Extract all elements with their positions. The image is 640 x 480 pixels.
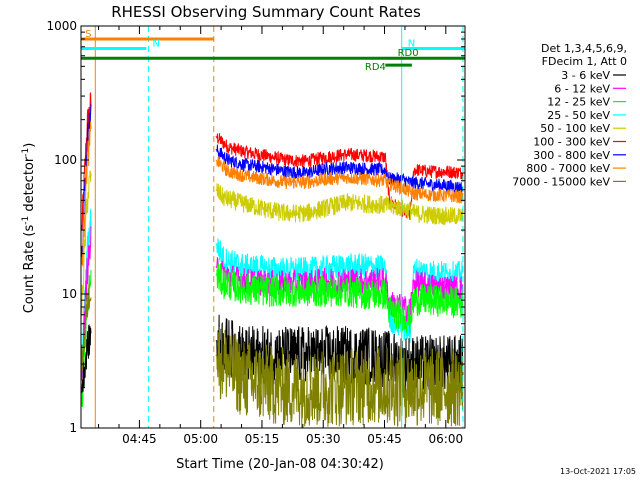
legend-entry-3-6-kev: 3 - 6 keV — [561, 69, 610, 82]
legend-entry-300-800-kev: 300 - 800 keV — [533, 149, 610, 162]
legend-entry-100-300-kev: 100 - 300 keV — [533, 136, 610, 149]
flag-label-s: S — [85, 29, 91, 40]
legend-entry-50-100-kev: 50 - 100 keV — [540, 122, 610, 135]
flag-label-rd4: RD4 — [365, 62, 386, 73]
legend: Det 1,3,4,5,6,9,FDecim 1, Att 03 - 6 keV… — [512, 42, 627, 188]
x-tick-label: 06:00 — [429, 432, 464, 446]
x-axis-label: Start Time (20-Jan-08 04:30:42) — [176, 457, 384, 472]
flag-label-n: N — [408, 38, 415, 49]
series-line-3-6-kev-early — [81, 323, 92, 393]
footer-timestamp: 13-Oct-2021 17:05 — [560, 467, 636, 476]
y-axis-label: Count Rate (s-1 detector-1) — [21, 143, 37, 314]
legend-entry-6-12-kev: 6 - 12 keV — [554, 82, 610, 95]
series-line-300-800-kev — [215, 144, 464, 194]
series-line-12-25-kev — [215, 263, 464, 334]
series-line-800-7000-kev-early — [81, 121, 92, 267]
series-line-800-7000-kev — [215, 156, 464, 205]
legend-entry-800-7000-kev: 800 - 7000 keV — [526, 162, 610, 175]
y-tick-label: 1 — [69, 421, 77, 435]
legend-entry-7000-15000-kev: 7000 - 15000 keV — [512, 175, 610, 188]
flag-label-rd0: RD0 — [398, 48, 419, 59]
legend-entry-12-25-kev: 12 - 25 keV — [547, 96, 610, 109]
data-traces — [81, 91, 464, 428]
legend-entry-25-50-kev: 25 - 50 keV — [547, 109, 610, 122]
chart-title: RHESSI Observing Summary Count Rates — [111, 3, 421, 21]
legend-header: Det 1,3,4,5,6,9, — [541, 42, 627, 55]
series-line-100-300-kev — [215, 133, 464, 220]
legend-header: FDecim 1, Att 0 — [542, 55, 627, 68]
series-line-7000-15000-kev — [215, 324, 464, 428]
x-tick-label: 05:15 — [245, 432, 280, 446]
flag-label-n: N — [152, 38, 159, 49]
x-tick-label: 04:45 — [122, 432, 157, 446]
series-line-50-100-kev — [215, 183, 464, 226]
y-tick-label: 1000 — [46, 19, 77, 33]
x-tick-label: 05:30 — [306, 432, 341, 446]
series-line-7000-15000-kev-early — [81, 283, 92, 371]
series-line-50-100-kev-early — [81, 170, 92, 316]
x-tick-label: 05:00 — [183, 432, 218, 446]
y-tick-label: 100 — [54, 153, 77, 167]
vertical-markers — [94, 26, 464, 428]
plot-frame — [80, 25, 466, 429]
axes: 04:45 05:00 05:15 05:30 05:45 06:00 1 10 100 1000 — [46, 19, 465, 446]
series-line-3-6-kev — [215, 314, 464, 393]
x-tick-label: 05:45 — [367, 432, 402, 446]
y-tick-label: 10 — [62, 287, 77, 301]
